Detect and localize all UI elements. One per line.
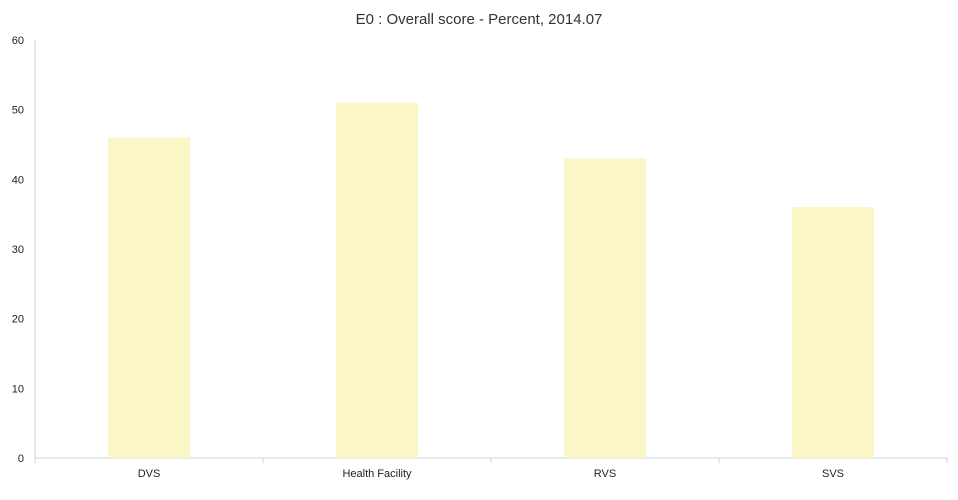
bar [335,102,419,458]
y-tick-label: 10 [12,383,24,395]
x-tick-label: SVS [822,468,844,480]
y-tick-label: 30 [12,244,24,256]
y-tick-label: 50 [12,105,24,117]
bar [563,158,647,458]
y-axis: 0 10 20 30 40 50 60 [12,35,36,465]
y-tick-label: 0 [18,453,24,465]
y-tick-label: 20 [12,314,24,326]
chart-title: E0 : Overall score - Percent, 2014.07 [356,11,603,28]
bar [791,207,875,458]
y-tick-label: 40 [12,174,24,186]
x-tick-label: RVS [594,468,616,480]
bar [107,137,191,459]
bars [107,102,875,459]
x-axis: DVS Health Facility RVS SVS [34,457,948,480]
x-tick-label: Health Facility [342,468,412,480]
y-tick-label: 60 [12,35,24,47]
x-tick-label: DVS [138,468,161,480]
